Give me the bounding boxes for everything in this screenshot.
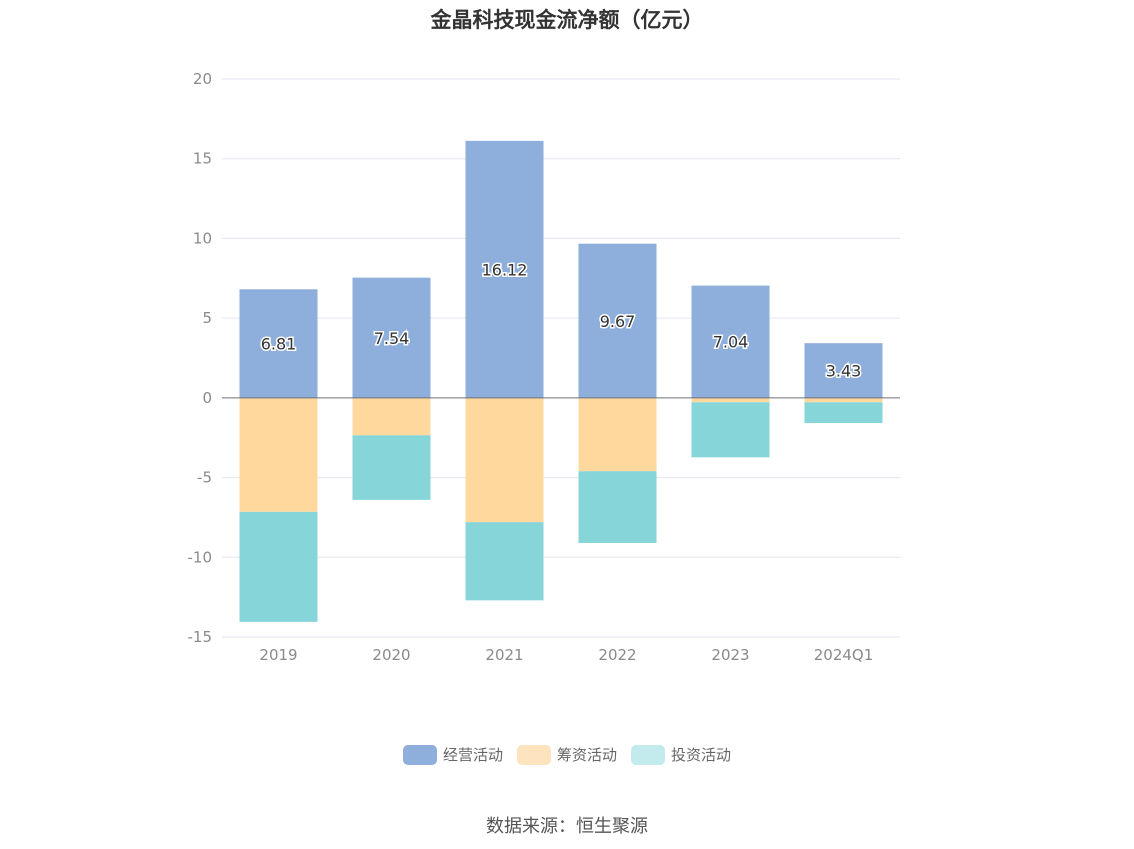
operating-bar bbox=[578, 243, 657, 398]
investing-bar bbox=[465, 522, 544, 601]
legend-swatch-investing bbox=[631, 744, 665, 765]
operating-bar bbox=[804, 343, 883, 398]
data-label: 9.67 bbox=[600, 312, 636, 331]
financing-bar bbox=[578, 397, 657, 472]
financing-bar bbox=[352, 397, 431, 436]
x-tick-label: 2022 bbox=[598, 646, 636, 664]
data-label: 7.04 bbox=[713, 333, 749, 352]
legend-swatch-financing bbox=[516, 744, 551, 765]
x-tick-label: 2023 bbox=[711, 646, 749, 664]
x-tick-label: 2024Q1 bbox=[814, 646, 874, 664]
label-layer: 6.81 7.54 16.12 9.67 7.04 3.43 bbox=[259, 259, 863, 382]
legend: 经营活动 筹资活动 投资活动 bbox=[0, 744, 1134, 765]
investing-bar bbox=[239, 511, 318, 622]
y-tick-label: -10 bbox=[188, 548, 213, 566]
axis-layer: 20 15 10 5 0 -5 -10 -15 2019 2020 2021 2022 2023 2024… bbox=[188, 70, 874, 664]
legend-item-financing[interactable]: 筹资活动 bbox=[516, 744, 617, 765]
data-label: 7.54 bbox=[374, 329, 410, 348]
data-label: 16.12 bbox=[482, 260, 528, 279]
y-tick-label: 0 bbox=[202, 389, 212, 407]
financing-bar bbox=[804, 397, 883, 403]
investing-bar bbox=[578, 471, 657, 543]
investing-bar bbox=[804, 402, 883, 424]
legend-swatch-operating bbox=[402, 744, 437, 765]
investing-bar bbox=[691, 402, 770, 458]
legend-label-financing: 筹资活动 bbox=[556, 746, 617, 764]
cash-flow-chart: 6.81 7.54 16.12 9.67 7.04 3.43 20 15 10 5 0 -5 -10 -… bbox=[188, 70, 900, 664]
operating-bar bbox=[465, 140, 544, 398]
financing-bar bbox=[239, 397, 318, 512]
financing-bar bbox=[691, 397, 770, 403]
bar-layer bbox=[239, 140, 883, 622]
y-tick-label: -5 bbox=[197, 469, 212, 487]
y-tick-label: 15 bbox=[193, 150, 212, 168]
x-tick-label: 2019 bbox=[259, 646, 297, 664]
x-tick-label: 2020 bbox=[372, 646, 410, 664]
y-tick-label: 5 bbox=[202, 309, 212, 327]
legend-item-operating[interactable]: 经营活动 bbox=[402, 744, 503, 765]
y-tick-label: 10 bbox=[193, 229, 212, 247]
y-tick-label: -15 bbox=[188, 628, 213, 646]
legend-label-operating: 经营活动 bbox=[442, 746, 503, 764]
legend-item-investing[interactable]: 投资活动 bbox=[631, 744, 731, 765]
operating-bar bbox=[239, 289, 318, 398]
data-source-note: 数据来源：恒生聚源 bbox=[486, 816, 648, 837]
investing-bar bbox=[352, 435, 431, 500]
chart-title: 金晶科技现金流净额（亿元） bbox=[430, 8, 704, 32]
data-label: 3.43 bbox=[826, 362, 862, 381]
legend-label-investing: 投资活动 bbox=[671, 746, 732, 764]
data-label: 6.81 bbox=[261, 335, 297, 354]
x-tick-label: 2021 bbox=[485, 646, 523, 664]
y-tick-label: 20 bbox=[193, 70, 212, 88]
financing-bar bbox=[465, 397, 544, 523]
operating-bar bbox=[352, 277, 431, 398]
grid-layer bbox=[222, 78, 900, 638]
operating-bar bbox=[691, 285, 770, 398]
